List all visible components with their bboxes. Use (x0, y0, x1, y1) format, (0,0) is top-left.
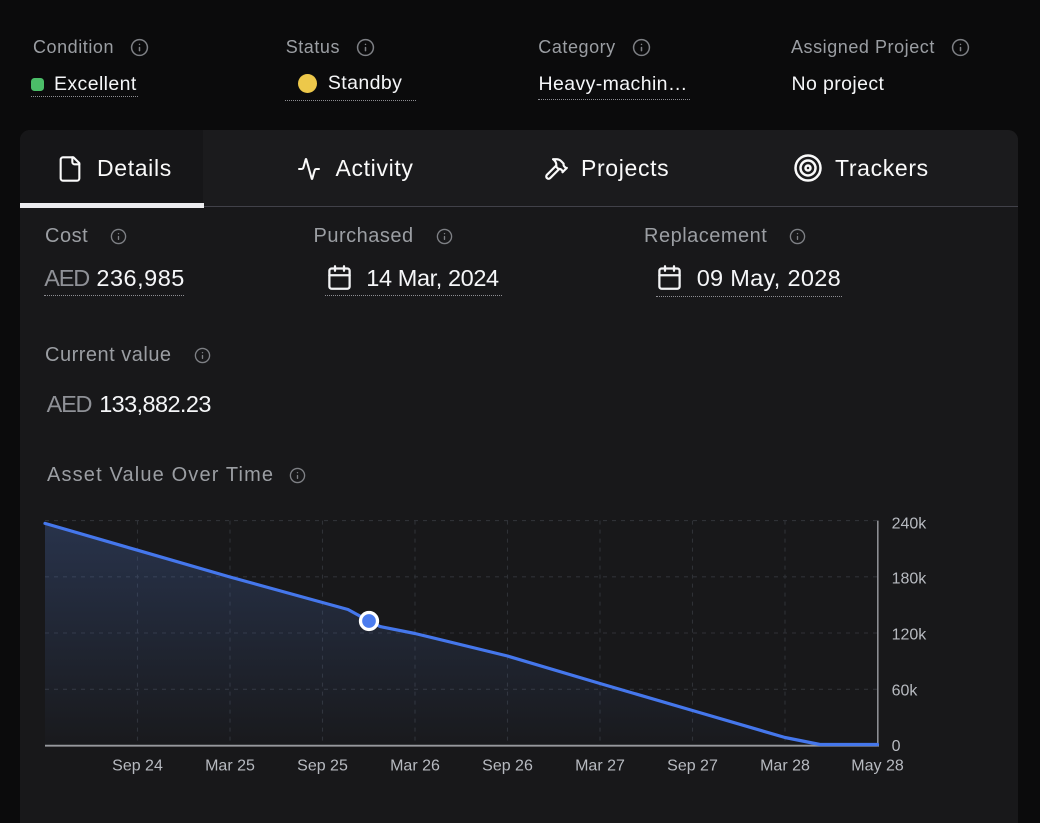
svg-text:240k: 240k (892, 516, 928, 533)
svg-text:180k: 180k (892, 571, 928, 588)
svg-text:May 28: May 28 (851, 757, 904, 774)
svg-text:0: 0 (892, 738, 901, 755)
svg-text:Sep 26: Sep 26 (482, 757, 533, 774)
svg-text:120k: 120k (892, 627, 928, 644)
svg-text:Sep 25: Sep 25 (297, 757, 348, 774)
svg-text:Mar 25: Mar 25 (205, 757, 255, 774)
svg-text:Mar 27: Mar 27 (575, 757, 625, 774)
svg-text:60k: 60k (892, 683, 919, 700)
svg-text:Mar 26: Mar 26 (390, 757, 440, 774)
svg-text:Sep 27: Sep 27 (667, 757, 718, 774)
svg-text:Sep 24: Sep 24 (112, 757, 163, 774)
svg-text:Mar 28: Mar 28 (760, 757, 810, 774)
